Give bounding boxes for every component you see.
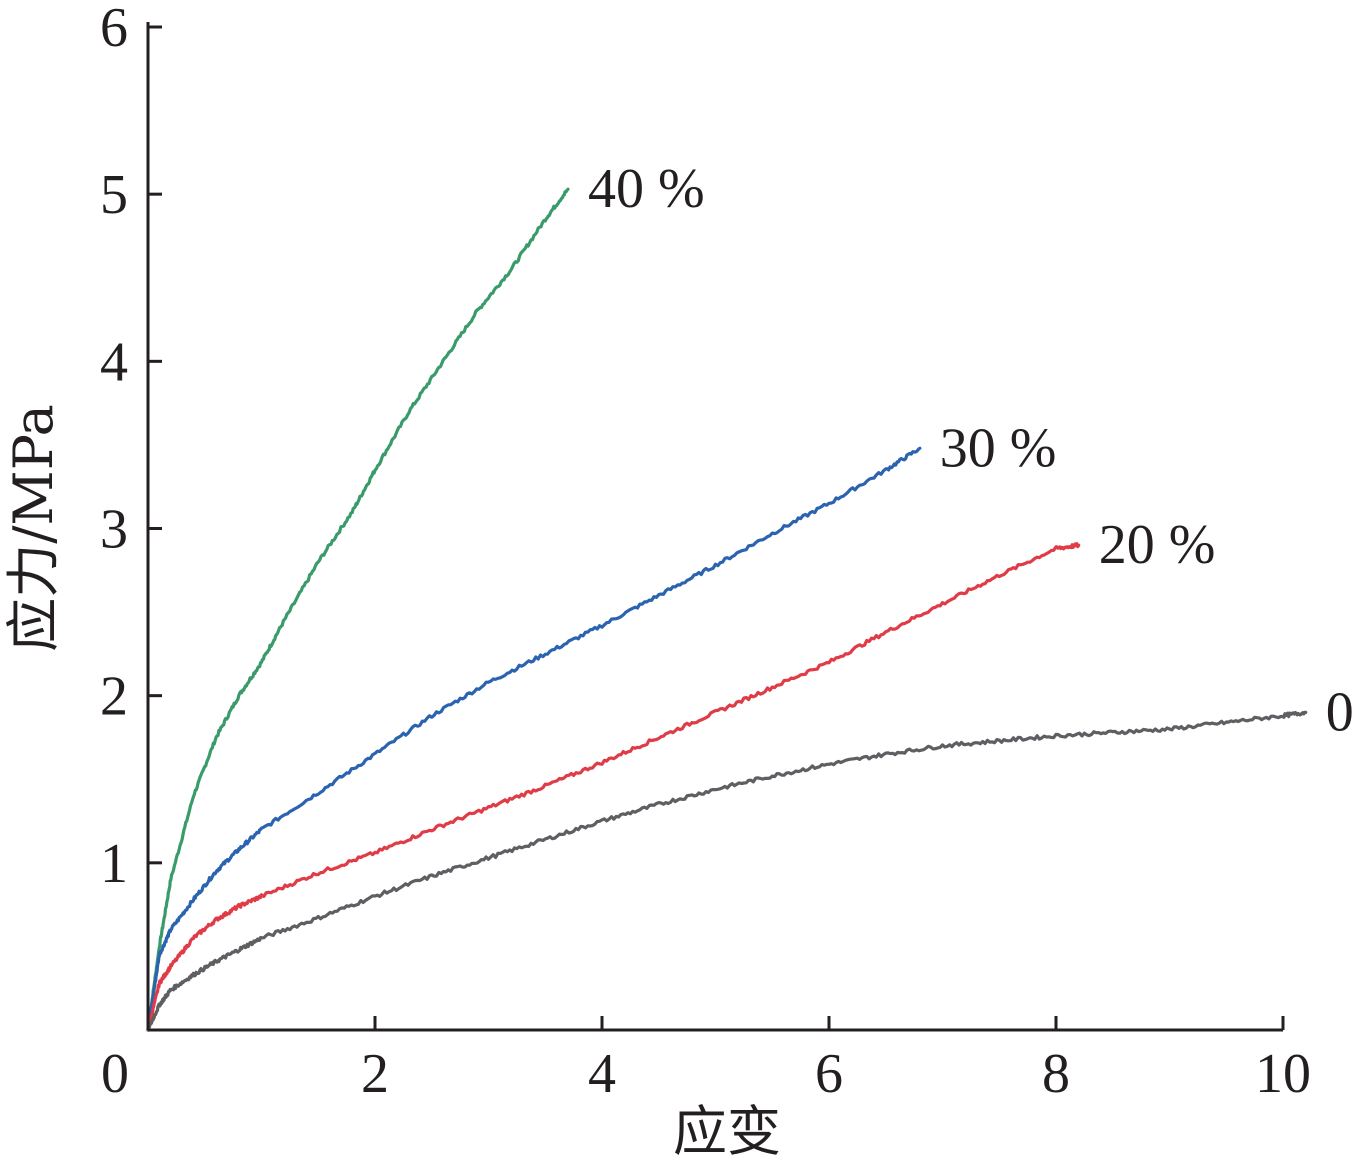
x-tick-label: 10 [1255,1043,1311,1105]
series-line [146,542,1081,1032]
ticks-layer [148,25,1285,1030]
series-end-label: 40 % [588,158,705,220]
x-tick-label: 6 [815,1043,843,1105]
series-line [146,446,922,1032]
y-tick-label: 6 [100,0,128,59]
series-end-label: 20 % [1099,514,1216,576]
y-tick-label: 3 [100,499,128,561]
series-end-label: 0 [1326,681,1354,743]
x-tick-label: 8 [1042,1043,1070,1105]
x-axis-title: 应变 [673,1100,781,1159]
y-tick-label: 4 [100,331,128,393]
y-tick-label: 2 [100,666,128,728]
series-line [146,710,1308,1032]
y-tick-label: 5 [100,164,128,226]
series-end-label: 30 % [940,417,1057,479]
origin-label: 0 [101,1043,129,1105]
y-axis-title: 应力/MPa [2,404,65,652]
x-tick-label: 4 [588,1043,616,1105]
y-tick-label: 1 [100,833,128,895]
series-layer [146,187,1308,1032]
series-line [146,187,570,1032]
x-tick-label: 2 [361,1043,389,1105]
